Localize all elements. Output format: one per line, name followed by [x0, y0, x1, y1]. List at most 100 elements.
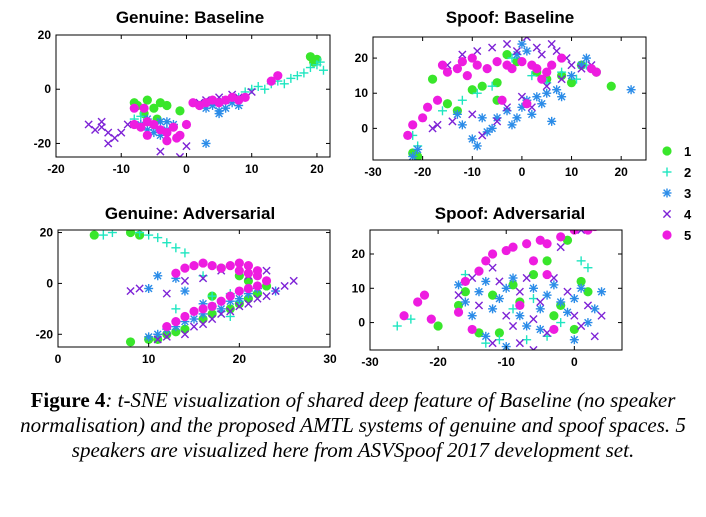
data-point-speaker-4 — [262, 292, 271, 301]
data-point-speaker-5 — [243, 261, 253, 271]
data-point-speaker-5 — [497, 95, 507, 105]
data-point-speaker-3 — [472, 141, 482, 151]
data-point-speaker-4 — [597, 311, 606, 320]
x-tick-label: -20 — [414, 165, 432, 179]
data-point-speaker-5 — [472, 60, 482, 70]
data-point-speaker-1 — [508, 280, 518, 290]
data-point-speaker-5 — [418, 113, 428, 123]
data-point-speaker-5 — [487, 249, 498, 259]
data-point-speaker-4 — [156, 147, 165, 156]
x-tick-label: 20 — [310, 162, 324, 176]
y-tick-label: 20 — [40, 226, 54, 240]
data-point-speaker-3 — [542, 88, 552, 98]
data-point-speaker-3 — [454, 280, 464, 290]
plot-area — [89, 230, 298, 347]
data-point-speaker-4 — [289, 276, 298, 285]
data-point-speaker-3 — [535, 304, 545, 314]
data-point-speaker-4 — [495, 277, 504, 286]
data-point-speaker-5 — [542, 67, 552, 77]
data-point-speaker-2 — [457, 95, 467, 105]
data-point-speaker-5 — [542, 239, 552, 249]
data-point-speaker-2 — [207, 291, 217, 301]
data-point-speaker-5 — [216, 296, 226, 306]
data-point-speaker-2 — [260, 84, 270, 94]
data-point-speaker-4 — [563, 287, 572, 296]
data-point-speaker-4 — [508, 321, 518, 331]
data-point-speaker-4 — [162, 289, 171, 298]
x-tick-label: 10 — [245, 162, 259, 176]
data-point-speaker-3 — [460, 297, 470, 307]
data-point-speaker-3 — [494, 294, 504, 304]
data-point-speaker-3 — [517, 39, 527, 49]
data-point-speaker-1 — [494, 328, 505, 338]
data-point-speaker-1 — [562, 235, 573, 245]
data-point-speaker-5 — [556, 232, 566, 242]
data-point-speaker-5 — [583, 230, 593, 235]
data-point-speaker-5 — [492, 57, 502, 67]
data-point-speaker-2 — [180, 248, 190, 258]
data-point-speaker-3 — [221, 103, 231, 113]
data-point-speaker-5 — [481, 256, 491, 266]
data-point-speaker-5 — [482, 64, 492, 74]
data-point-speaker-4 — [552, 46, 561, 56]
data-point-speaker-4 — [198, 274, 208, 283]
x-tick-label: -10 — [498, 355, 516, 369]
data-point-speaker-5 — [413, 297, 423, 307]
data-point-speaker-4 — [570, 311, 579, 320]
caption-text: : t-SNE visualization of shared deep fea… — [20, 388, 686, 462]
data-point-speaker-4 — [135, 284, 144, 293]
data-point-speaker-5 — [542, 269, 552, 280]
data-point-speaker-5 — [181, 119, 192, 130]
data-point-speaker-5 — [171, 316, 181, 327]
data-point-speaker-5 — [139, 103, 149, 113]
data-point-speaker-2 — [507, 53, 517, 63]
data-point-speaker-2 — [557, 67, 567, 77]
data-point-speaker-1 — [542, 256, 552, 266]
data-point-speaker-5 — [426, 314, 436, 324]
asterisk-marker — [662, 188, 672, 198]
x-tick-label: -30 — [364, 165, 382, 179]
data-point-speaker-5 — [180, 263, 190, 273]
data-point-speaker-3 — [452, 109, 462, 119]
data-point-speaker-2 — [305, 63, 315, 73]
data-point-speaker-5 — [207, 261, 217, 271]
data-point-speaker-5 — [136, 122, 146, 132]
plot-area — [392, 230, 607, 350]
y-tick-label: 10 — [352, 281, 366, 295]
data-point-speaker-4 — [556, 243, 565, 252]
data-point-speaker-4 — [153, 335, 162, 344]
data-point-speaker-3 — [569, 294, 579, 304]
data-point-speaker-2 — [299, 68, 309, 78]
data-point-speaker-5 — [452, 64, 462, 74]
data-point-speaker-5 — [408, 120, 418, 130]
data-point-speaker-5 — [162, 128, 172, 138]
x-tick-label: 0 — [519, 165, 526, 179]
data-point-speaker-2 — [392, 321, 402, 331]
data-point-speaker-5 — [403, 130, 413, 140]
data-point-speaker-1 — [549, 311, 559, 321]
data-point-speaker-5 — [457, 57, 467, 67]
data-point-speaker-5 — [243, 268, 253, 278]
data-point-speaker-3 — [528, 283, 538, 293]
data-point-speaker-4 — [448, 117, 457, 126]
data-point-speaker-5 — [467, 53, 477, 63]
data-point-speaker-3 — [563, 307, 573, 317]
data-point-speaker-1 — [487, 290, 498, 300]
data-point-speaker-4 — [126, 286, 135, 296]
data-point-speaker-4 — [97, 117, 106, 126]
data-point-speaker-2 — [556, 318, 566, 328]
data-point-speaker-3 — [535, 324, 545, 334]
panel-title: Spoof: Baseline — [446, 8, 574, 27]
data-point-speaker-5 — [462, 71, 472, 81]
data-point-speaker-4 — [502, 39, 512, 49]
data-point-speaker-2 — [406, 314, 416, 324]
data-point-speaker-5 — [252, 266, 263, 276]
figure-caption: Figure 4: t-SNE visualization of shared … — [8, 388, 698, 463]
data-point-speaker-3 — [162, 117, 172, 127]
data-point-speaker-5 — [528, 256, 539, 266]
data-point-speaker-3 — [569, 335, 579, 345]
data-point-speaker-5 — [168, 122, 179, 132]
dot-marker — [662, 230, 672, 240]
data-point-speaker-4 — [123, 120, 132, 129]
